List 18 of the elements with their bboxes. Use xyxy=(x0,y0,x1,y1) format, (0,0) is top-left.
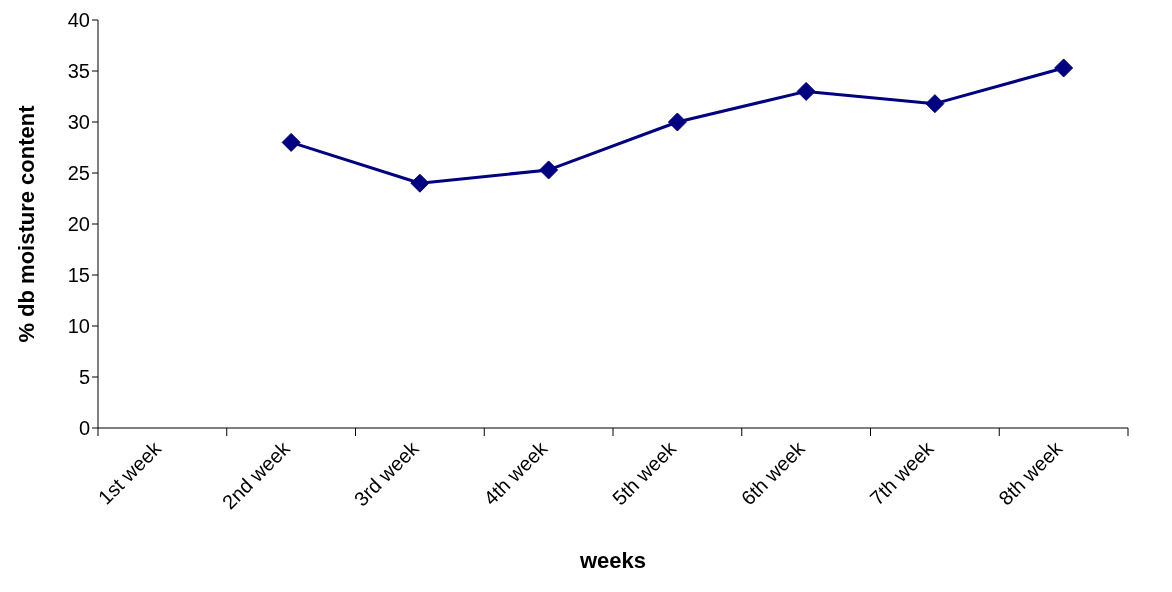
point xyxy=(796,81,816,101)
y-tick-label: 5 xyxy=(78,366,90,389)
y-tick-label: 15 xyxy=(67,264,90,287)
point xyxy=(539,160,559,180)
y-tick-label: 0 xyxy=(78,417,90,440)
point xyxy=(410,173,430,193)
y-tick-label: 25 xyxy=(67,162,90,185)
point xyxy=(281,132,301,152)
x-axis-title: weeks xyxy=(578,548,647,573)
y-tick-label: 30 xyxy=(67,111,90,134)
y-tick-label: 10 xyxy=(67,315,90,338)
point xyxy=(925,94,945,114)
point xyxy=(1054,58,1074,78)
y-tick-label: 40 xyxy=(67,9,90,32)
y-axis-title: % db moisture content xyxy=(13,104,39,343)
y-tick-label: 20 xyxy=(67,213,90,236)
y-tick-label: 35 xyxy=(67,60,90,83)
point xyxy=(667,112,687,132)
